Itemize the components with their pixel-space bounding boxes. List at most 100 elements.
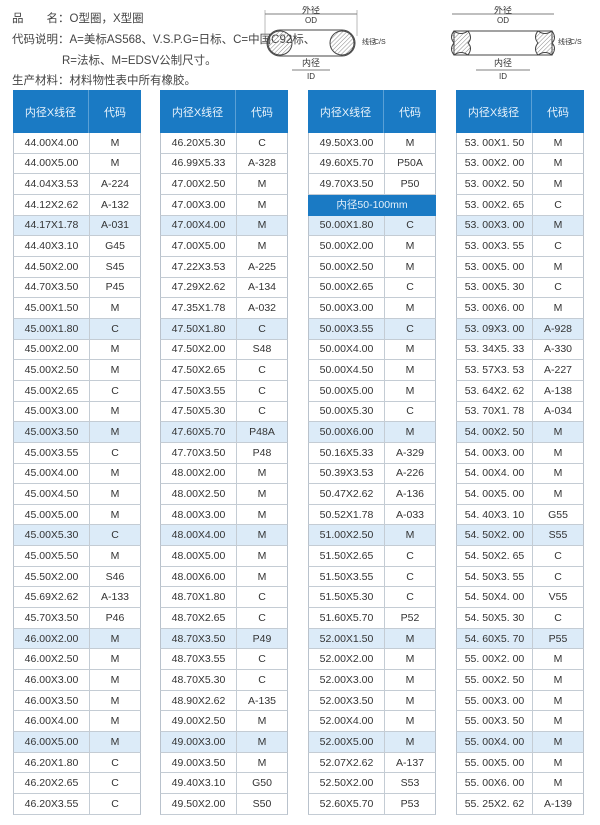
- size-cell: 54. 50X2. 00: [457, 525, 533, 546]
- size-cell: 51.50X2.65: [309, 546, 385, 566]
- code-cell: C: [111, 529, 119, 542]
- table-row: 53. 00X2. 50 M: [456, 174, 584, 195]
- code-cell: M: [405, 632, 415, 645]
- code-cell: M: [553, 136, 563, 149]
- size-cell: 44.00X4.00: [14, 133, 90, 153]
- code-cell: M: [110, 632, 120, 645]
- size-table-2: 内径X线径 代码 46.20X5.30 C 46.99X5.33 A-328 47.00X2…: [160, 90, 288, 815]
- size-cell: 49.40X3.10: [161, 773, 237, 793]
- table-row: 50.00X2.00 M: [308, 236, 436, 257]
- code-cell: M: [110, 343, 120, 356]
- code-cell: M: [110, 487, 120, 500]
- size-cell: 53. 00X6. 00: [457, 298, 533, 318]
- table-row: 54. 00X2. 50 M: [456, 422, 584, 443]
- code-cell: C: [406, 322, 414, 335]
- header-size: 内径X线径: [13, 90, 89, 133]
- code-cell: M: [257, 735, 267, 748]
- size-cell: 44.40X3.10: [14, 236, 90, 256]
- code-cell: M: [110, 653, 120, 666]
- code-cell: C: [258, 611, 266, 624]
- id-cn-label: 内径: [494, 57, 512, 68]
- size-cell: 50.16X5.33: [309, 442, 385, 463]
- id-label: ID: [307, 72, 315, 81]
- table-row: 55. 00X2. 50 M: [456, 670, 584, 691]
- size-cell: 50.00X3.55: [309, 318, 385, 339]
- code-cell: C: [554, 570, 562, 583]
- table-row: 50.00X3.00 M: [308, 298, 436, 319]
- table-row: 45.00X4.50 M: [13, 484, 141, 505]
- size-cell: 54. 50X3. 55: [457, 566, 533, 587]
- code-cell: S45: [105, 260, 125, 273]
- table-row: 52.07X2.62 A-137: [308, 752, 436, 774]
- code-cell: M: [110, 715, 120, 728]
- code-cell: C: [111, 797, 119, 810]
- table-row: 55. 00X3. 00 M: [456, 690, 584, 712]
- size-cell: 49.00X3.50: [161, 752, 237, 773]
- size-cell: 48.70X2.65: [161, 608, 237, 628]
- table-row: 54. 50X3. 55 C: [456, 566, 584, 588]
- table-row: 45.00X1.50 M: [13, 298, 141, 319]
- table-row: 46.00X5.00 M: [13, 732, 141, 753]
- table-row: 51.50X3.55 C: [308, 566, 436, 588]
- code-cell: M: [110, 157, 120, 170]
- size-cell: 52.00X4.00: [309, 711, 385, 732]
- code-cell: P48A: [249, 426, 275, 439]
- size-cell: 48.00X2.50: [161, 484, 237, 504]
- size-cell: 46.00X2.50: [14, 649, 90, 670]
- size-cell: 47.35X1.78: [161, 298, 237, 318]
- size-cell: 54. 50X5. 30: [457, 608, 533, 628]
- table-row: 44.04X3.53 A-224: [13, 174, 141, 195]
- size-cell: 55. 25X2. 62: [457, 794, 533, 814]
- code-cell: M: [553, 446, 563, 459]
- table-row: 55. 00X4. 00 M: [456, 732, 584, 753]
- code-cell: M: [553, 735, 563, 748]
- table-row: 49.60X5.70 P50A: [308, 153, 436, 175]
- size-cell: 47.00X5.00: [161, 236, 237, 256]
- size-cell: 55. 00X2. 00: [457, 649, 533, 670]
- code-cell: A-135: [247, 694, 277, 707]
- table-row: 47.00X2.50 M: [160, 174, 288, 195]
- table-row: 53. 00X5. 30 C: [456, 277, 584, 299]
- header-size: 内径X线径: [160, 90, 236, 133]
- size-cell: 54. 50X2. 65: [457, 546, 533, 566]
- table-row: 44.00X5.00 M: [13, 153, 141, 175]
- size-cell: 52.00X1.50: [309, 628, 385, 649]
- code-cell: M: [110, 302, 120, 315]
- code-cell: C: [554, 240, 562, 253]
- code-cell: M: [257, 549, 267, 562]
- size-cell: 44.50X2.00: [14, 256, 90, 277]
- size-cell: 54. 00X5. 00: [457, 484, 533, 504]
- table-row: 45.00X4.00 M: [13, 463, 141, 485]
- size-cell: 46.00X2.00: [14, 628, 90, 649]
- table-row: 48.70X5.30 C: [160, 670, 288, 691]
- table-row: 53. 70X1. 78 A-034: [456, 401, 584, 423]
- size-cell: 54. 00X4. 00: [457, 463, 533, 484]
- code-cell: M: [110, 673, 120, 686]
- table-row: 53. 00X2. 00 M: [456, 153, 584, 175]
- size-cell: 50.00X2.50: [309, 256, 385, 277]
- size-cell: 47.50X2.65: [161, 360, 237, 380]
- size-cell: 49.50X3.00: [309, 133, 385, 153]
- code-cell: M: [553, 653, 563, 666]
- table-row: 45.00X5.50 M: [13, 546, 141, 567]
- code-cell: M: [405, 694, 415, 707]
- code-cell: M: [553, 219, 563, 232]
- table-row: 46.20X5.30 C: [160, 133, 288, 154]
- table-row: 54. 50X5. 30 C: [456, 608, 584, 629]
- cs-cn-label: 线径: [558, 37, 572, 46]
- code-cell: M: [257, 467, 267, 480]
- table-row: 46.00X2.50 M: [13, 649, 141, 671]
- table-header: 内径X线径 代码: [13, 90, 141, 133]
- table-row: 50.39X3.53 A-226: [308, 463, 436, 485]
- size-cell: 48.70X3.50: [161, 628, 237, 649]
- product-name: 品 名：O型圈，X型圈: [12, 13, 144, 25]
- size-cell: 48.90X2.62: [161, 690, 237, 711]
- code-cell: A-132: [100, 198, 130, 211]
- code-cell: M: [553, 487, 563, 500]
- table-row: 50.16X5.33 A-329: [308, 442, 436, 464]
- size-cell: 51.50X5.30: [309, 587, 385, 608]
- code-cell: M: [405, 735, 415, 748]
- table-header: 内径X线径 代码: [160, 90, 288, 133]
- code-cell: M: [553, 260, 563, 273]
- header-code: 代码: [251, 106, 273, 119]
